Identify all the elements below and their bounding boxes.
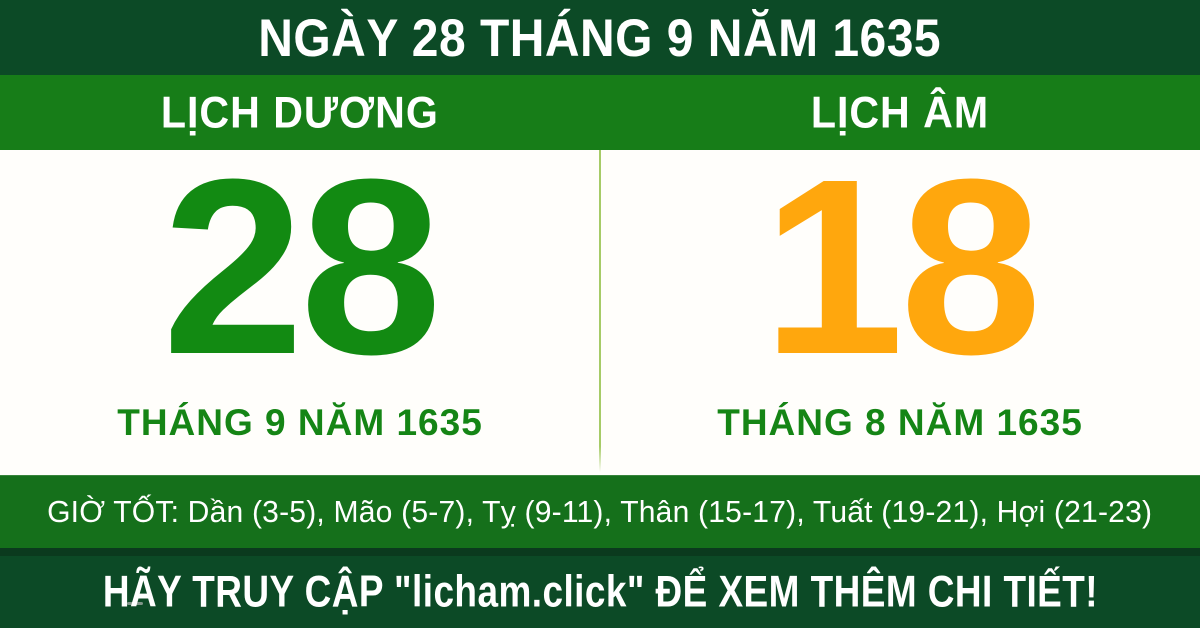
lunar-month-year: THÁNG 8 NĂM 1635 — [717, 402, 1083, 443]
footer-bar: HÃY TRUY CẬP "licham.click" ĐỂ XEM THÊM … — [0, 556, 1200, 628]
good-hours-text: GIỜ TỐT: Dần (3-5), Mão (5-7), Tỵ (9-11)… — [47, 494, 1153, 529]
footer-cta-text: HÃY TRUY CẬP "licham.click" ĐỂ XEM THÊM … — [102, 566, 1098, 617]
solar-panel: 28 THÁNG 9 NĂM 1635 — [0, 127, 600, 475]
solar-month-year: THÁNG 9 NĂM 1635 — [117, 402, 483, 443]
calendar-type-row: LỊCH DƯƠNG LỊCH ÂM — [0, 75, 1200, 150]
solar-day-number: 28 — [162, 127, 442, 406]
solar-header-label: LỊCH DƯƠNG — [161, 87, 439, 137]
lunar-header: LỊCH ÂM — [600, 75, 1200, 150]
vertical-divider — [599, 150, 601, 472]
dark-separator-strip — [0, 548, 1200, 556]
calendar-body: 28 THÁNG 9 NĂM 1635 18 THÁNG 8 NĂM 1635 — [0, 127, 1200, 605]
header-bar: NGÀY 28 THÁNG 9 NĂM 1635 — [0, 0, 1200, 75]
good-hours-bar: GIỜ TỐT: Dần (3-5), Mão (5-7), Tỵ (9-11)… — [0, 475, 1200, 548]
lunar-header-label: LỊCH ÂM — [810, 87, 990, 137]
lunar-day-number: 18 — [762, 127, 1042, 406]
solar-header: LỊCH DƯƠNG — [0, 75, 600, 150]
page-title: NGÀY 28 THÁNG 9 NĂM 1635 — [258, 7, 942, 68]
lunar-panel: 18 THÁNG 8 NĂM 1635 — [600, 127, 1200, 475]
small-dash-artifact — [127, 602, 143, 605]
